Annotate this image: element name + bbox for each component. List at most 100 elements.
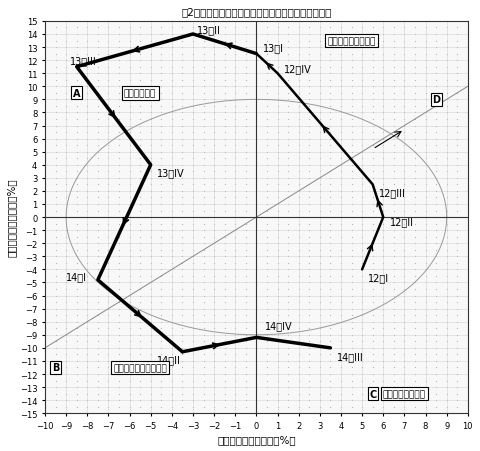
Point — [400, 136, 408, 143]
Point — [105, 103, 112, 110]
Point — [432, 279, 440, 286]
Point — [400, 299, 408, 306]
Point — [126, 103, 133, 110]
Point — [305, 142, 313, 149]
Point — [84, 194, 91, 202]
Point — [231, 110, 239, 117]
Point — [73, 345, 81, 352]
Point — [390, 384, 397, 391]
Point — [284, 260, 292, 267]
Text: C: C — [369, 389, 376, 399]
Point — [168, 390, 176, 397]
Point — [52, 377, 60, 384]
Point — [390, 116, 397, 123]
Point — [73, 38, 81, 45]
Point — [252, 240, 260, 247]
Point — [157, 403, 165, 410]
Point — [62, 207, 70, 215]
Point — [115, 149, 123, 156]
Point — [337, 136, 345, 143]
Point — [379, 51, 387, 58]
Point — [432, 299, 440, 306]
Point — [390, 162, 397, 169]
Point — [252, 83, 260, 91]
Point — [73, 260, 81, 267]
Point — [326, 149, 334, 156]
Point — [422, 273, 430, 280]
Point — [73, 64, 81, 71]
Point — [221, 247, 228, 254]
Point — [73, 175, 81, 182]
Point — [73, 136, 81, 143]
Point — [242, 234, 250, 241]
Point — [454, 57, 461, 64]
Point — [115, 279, 123, 286]
Point — [348, 351, 355, 358]
Point — [284, 305, 292, 313]
Point — [305, 168, 313, 175]
Point — [400, 18, 408, 25]
Point — [179, 110, 186, 117]
Point — [179, 194, 186, 202]
Point — [274, 51, 281, 58]
Point — [94, 149, 102, 156]
Point — [115, 338, 123, 345]
Point — [263, 142, 271, 149]
Point — [305, 214, 313, 221]
Point — [422, 103, 430, 110]
Point — [200, 234, 207, 241]
Point — [411, 168, 419, 175]
Point — [168, 188, 176, 195]
Point — [41, 331, 49, 339]
Point — [326, 221, 334, 228]
Point — [126, 31, 133, 38]
Point — [263, 77, 271, 84]
Point — [189, 70, 197, 78]
Point — [411, 38, 419, 45]
Point — [179, 318, 186, 326]
Point — [168, 279, 176, 286]
Point — [242, 97, 250, 104]
Point — [263, 325, 271, 332]
Point — [136, 31, 144, 38]
Point — [231, 155, 239, 162]
Point — [84, 286, 91, 293]
Point — [422, 51, 430, 58]
Point — [52, 351, 60, 358]
Point — [41, 292, 49, 299]
Point — [105, 358, 112, 365]
Point — [136, 371, 144, 378]
Point — [157, 299, 165, 306]
Point — [73, 25, 81, 32]
Point — [422, 331, 430, 339]
Point — [400, 384, 408, 391]
Point — [221, 397, 228, 404]
Point — [105, 305, 112, 313]
Point — [369, 64, 376, 71]
Point — [242, 371, 250, 378]
Point — [157, 358, 165, 365]
Point — [242, 116, 250, 123]
Point — [400, 214, 408, 221]
Point — [115, 25, 123, 32]
Point — [115, 97, 123, 104]
Point — [231, 123, 239, 130]
Point — [263, 247, 271, 254]
Point — [242, 305, 250, 313]
Point — [443, 18, 451, 25]
Point — [390, 18, 397, 25]
Point — [422, 83, 430, 91]
Point — [157, 207, 165, 215]
Point — [464, 175, 472, 182]
Point — [126, 155, 133, 162]
Point — [422, 266, 430, 273]
Point — [411, 371, 419, 378]
Point — [252, 364, 260, 371]
Point — [295, 345, 302, 352]
Point — [379, 286, 387, 293]
Point — [305, 286, 313, 293]
Point — [454, 188, 461, 195]
Point — [105, 221, 112, 228]
Point — [432, 57, 440, 64]
Point — [73, 338, 81, 345]
